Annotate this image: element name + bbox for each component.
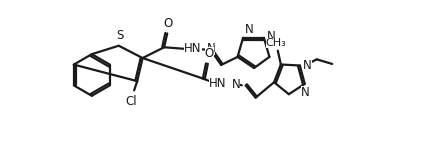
Text: CH₃: CH₃ <box>266 38 287 48</box>
Text: N: N <box>206 42 215 55</box>
Text: O: O <box>163 16 172 30</box>
Text: N: N <box>267 30 276 44</box>
Text: N: N <box>301 86 310 99</box>
Text: N: N <box>245 23 253 36</box>
Text: HN: HN <box>184 42 202 55</box>
Text: O: O <box>205 47 214 60</box>
Text: Cl: Cl <box>125 95 137 108</box>
Text: HN: HN <box>209 76 226 90</box>
Text: N: N <box>303 59 312 72</box>
Text: N: N <box>231 78 240 91</box>
Text: S: S <box>116 29 123 42</box>
